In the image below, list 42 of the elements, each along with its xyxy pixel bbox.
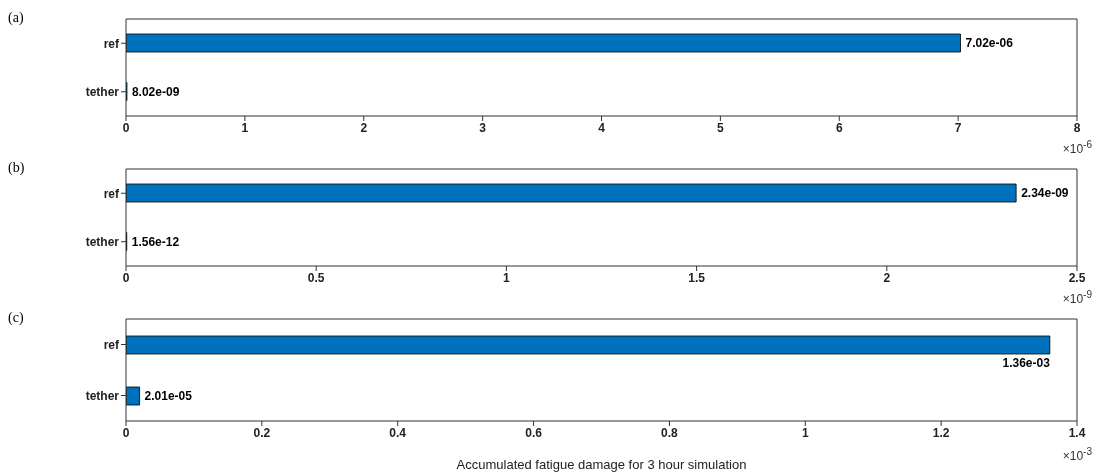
x-tick-label: 2: [883, 270, 891, 285]
chart-title: (a): [8, 10, 24, 26]
x-tick-label: 7: [954, 120, 962, 135]
annotation: 7.02e-06: [965, 36, 1014, 50]
x-tick-label: 2.5: [1068, 270, 1086, 285]
text: ×10$^{-9}$: [1062, 289, 1092, 306]
x-tick-label: 0.4: [389, 425, 407, 440]
x-tick-label: 5: [717, 120, 725, 135]
x-tick-label: 1: [503, 270, 511, 285]
annotation: 1.56e-12: [131, 234, 180, 249]
x-tick-label: 0.8: [661, 425, 679, 440]
x-tick-label: 1.2: [932, 425, 950, 440]
x-tick-label: 0.2: [253, 425, 271, 440]
x-tick-label: 8: [1073, 120, 1081, 135]
x-axis-title: Accumulated fatigue damage for 3 hour simulation: [456, 457, 747, 472]
x-tick-label: 4: [598, 120, 606, 135]
x-tick-label: 2: [360, 120, 368, 135]
text: ×10$^{-6}$: [1062, 139, 1092, 156]
annotation: 2.01e-05: [144, 389, 193, 403]
chart-title: (b): [8, 160, 25, 176]
y-tick-label: ref: [103, 186, 120, 201]
annotation: 2.34e-09: [1021, 186, 1069, 200]
annotation: 8.02e-09: [131, 84, 180, 99]
x-tick-label: 0: [122, 270, 130, 285]
y-tick-label: tether: [85, 85, 120, 100]
y-tick-label: ref: [103, 337, 120, 352]
x-tick-label: 6: [835, 120, 843, 135]
x-tick-label: 1: [801, 425, 809, 440]
y-tick-label: tether: [85, 235, 120, 250]
x-tick-label: 3: [479, 120, 487, 135]
chart-title: (c): [8, 310, 24, 326]
x-tick-label: 0: [122, 120, 130, 135]
x-tick-label: 1: [241, 120, 249, 135]
x-tick-label: 1.5: [688, 270, 706, 285]
x-tick-label: 1.4: [1068, 425, 1086, 440]
x-tick-label: 0.5: [307, 270, 325, 285]
text: ×10$^{-3}$: [1062, 446, 1092, 463]
x-tick-label: 0.6: [525, 425, 543, 440]
y-tick-label: ref: [103, 36, 120, 51]
annotation: 1.36e-03: [1002, 356, 1051, 370]
y-tick-label: tether: [85, 388, 120, 403]
x-tick-label: 0: [122, 425, 130, 440]
